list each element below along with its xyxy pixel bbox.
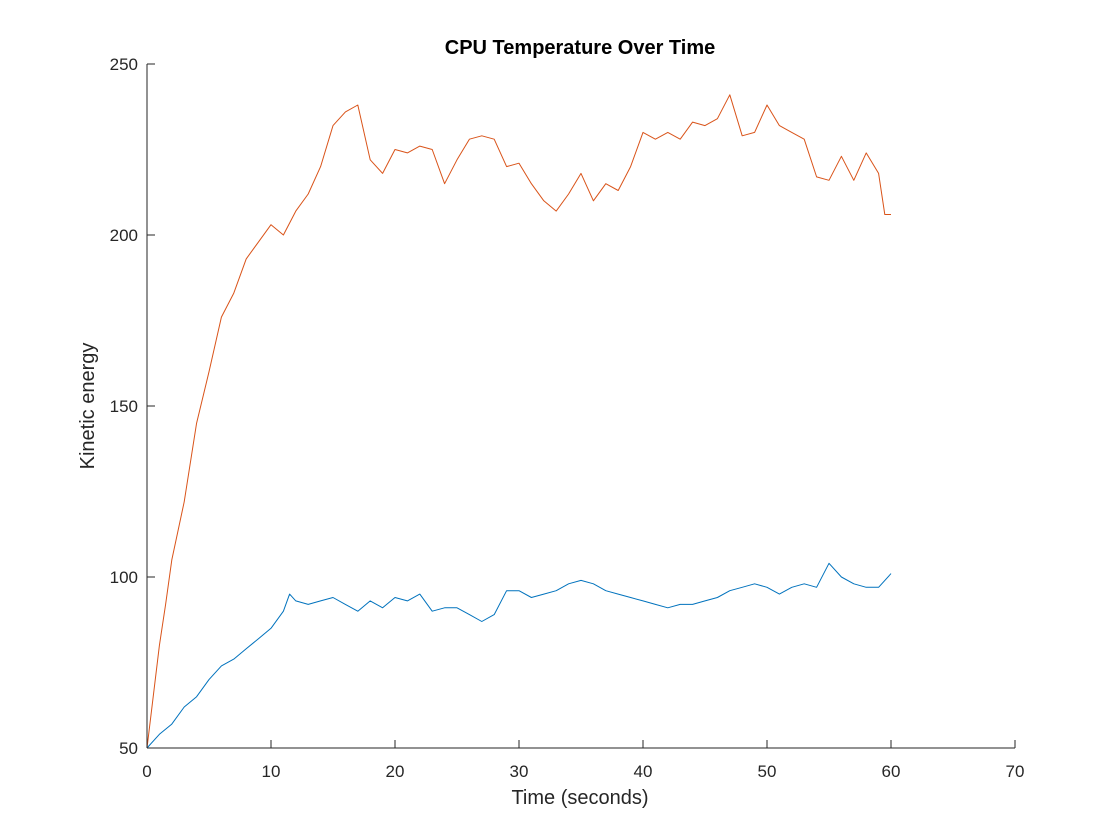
- x-tick-label: 10: [262, 762, 281, 781]
- series-line-2: [146, 94, 891, 749]
- x-axis-label: Time (seconds): [511, 787, 648, 809]
- y-tick-label: 50: [119, 739, 138, 758]
- y-tick-label: 150: [110, 397, 138, 416]
- series-line-1: [146, 562, 892, 749]
- y-tick-label: 250: [110, 55, 138, 74]
- x-tick-label: 40: [634, 762, 653, 781]
- series-layer: [146, 94, 892, 749]
- y-tick-label: 200: [110, 226, 138, 245]
- chart-title: CPU Temperature Over Time: [445, 37, 715, 59]
- x-tick-label: 60: [882, 762, 901, 781]
- x-tick-label: 20: [386, 762, 405, 781]
- y-tick-label: 100: [110, 568, 138, 587]
- x-tick-label: 0: [142, 762, 151, 781]
- x-axis: 0 10 20 30 40 50 60 70: [142, 740, 1024, 781]
- y-axis-label: Kinetic energy: [77, 343, 99, 470]
- x-tick-label: 30: [510, 762, 529, 781]
- y-axis: 50 100 150 200 250: [110, 55, 155, 758]
- x-tick-label: 50: [758, 762, 777, 781]
- x-tick-label: 70: [1006, 762, 1025, 781]
